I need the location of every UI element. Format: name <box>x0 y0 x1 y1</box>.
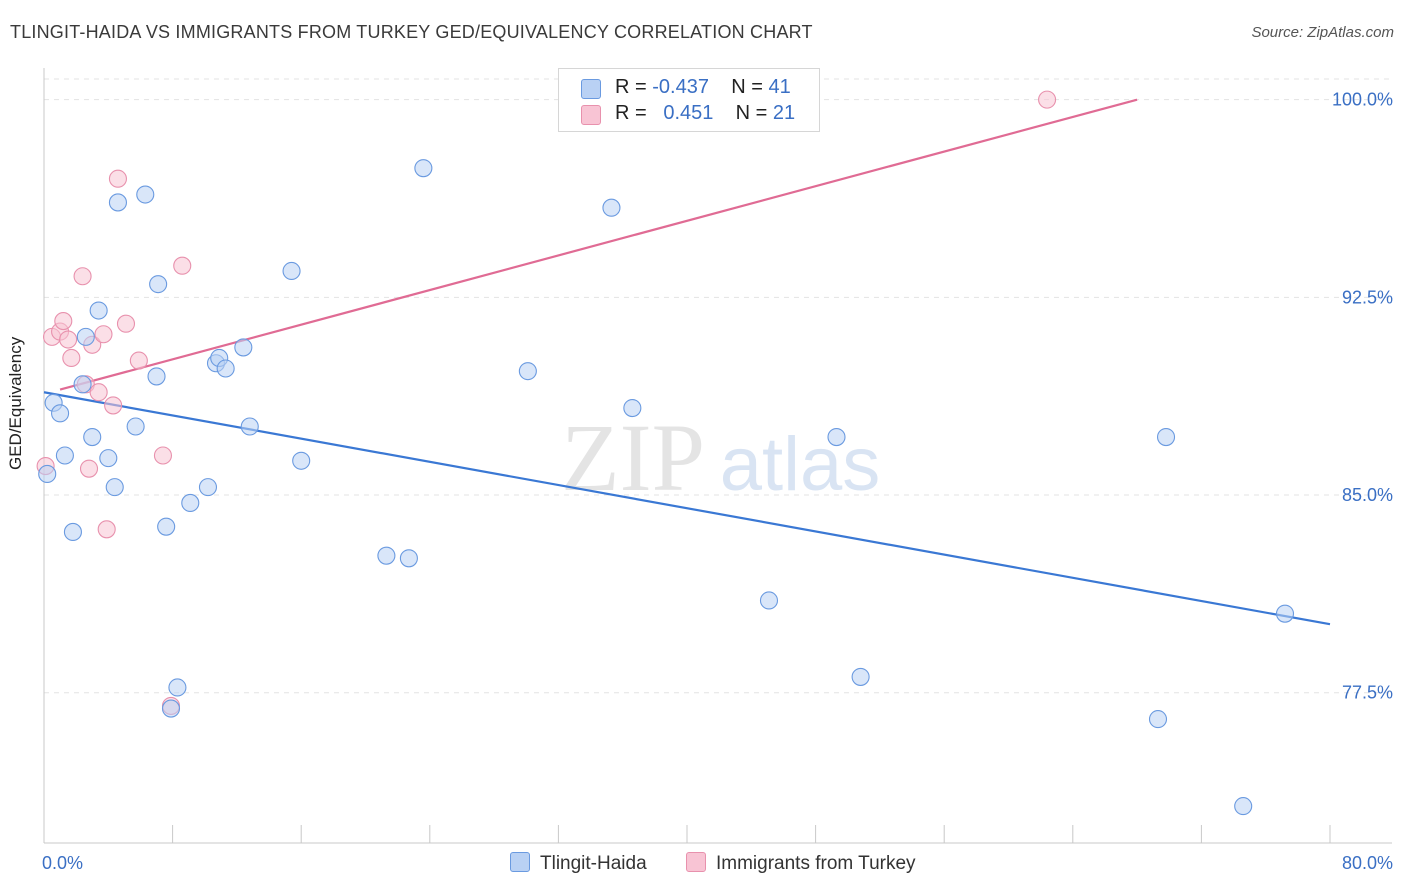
point-tlingit <box>851 667 870 686</box>
point-turkey <box>89 383 108 402</box>
point-tlingit <box>282 261 301 281</box>
point-tlingit <box>168 678 187 697</box>
point-tlingit <box>136 185 155 204</box>
legend-swatch-blue <box>581 79 601 99</box>
point-turkey <box>54 312 73 331</box>
point-tlingit <box>63 522 82 541</box>
point-turkey <box>129 351 148 370</box>
point-turkey <box>97 520 116 539</box>
legend-r-value: 0.451 <box>663 102 714 124</box>
point-turkey <box>94 325 113 344</box>
bottom-legend-swatch-pink <box>686 852 706 872</box>
legend-swatch-pink <box>581 105 601 125</box>
chart-title: TLINGIT-HAIDA VS IMMIGRANTS FROM TURKEY … <box>10 22 813 42</box>
watermark-atlas: atlas <box>720 422 881 507</box>
point-tlingit <box>1156 427 1176 447</box>
point-turkey <box>1038 90 1057 109</box>
point-turkey <box>116 314 136 333</box>
point-tlingit <box>108 193 127 212</box>
legend-n-label: N = <box>731 76 763 98</box>
point-tlingit <box>198 478 218 497</box>
point-tlingit <box>377 546 396 565</box>
point-tlingit <box>55 446 74 465</box>
point-tlingit <box>89 301 108 320</box>
point-tlingit <box>399 549 418 568</box>
y-tick-label: 77.5% <box>1342 683 1393 703</box>
point-turkey <box>73 267 92 286</box>
x-tick-label: 80.0% <box>1342 853 1393 873</box>
point-tlingit <box>149 275 168 294</box>
point-tlingit <box>83 427 102 447</box>
watermark-zip: ZIP <box>561 404 705 511</box>
series-name-turkey: Immigrants from Turkey <box>716 853 916 874</box>
point-tlingit <box>76 327 95 346</box>
point-tlingit <box>518 362 537 381</box>
trend-line-tlingit <box>43 391 1331 626</box>
point-tlingit <box>759 591 779 610</box>
legend-r-label: R = <box>615 76 647 98</box>
source-label: Source: ZipAtlas.com <box>1251 24 1394 41</box>
point-tlingit <box>99 449 118 468</box>
legend-n-label: N = <box>735 102 768 124</box>
point-turkey <box>108 169 127 188</box>
point-tlingit <box>234 338 253 357</box>
data-points <box>36 90 1295 816</box>
point-turkey <box>153 446 173 465</box>
point-tlingit <box>827 427 846 447</box>
point-turkey <box>59 330 78 349</box>
legend-r-value: -0.437 <box>652 76 709 98</box>
x-tick-label: 0.0% <box>42 853 83 873</box>
bottom-legend-turkey: Immigrants from Turkey <box>686 852 916 875</box>
bottom-legend-swatch-blue <box>510 852 530 872</box>
point-tlingit <box>216 359 235 378</box>
point-turkey <box>79 459 99 478</box>
trend-lines <box>43 98 1331 626</box>
legend-n-value: 41 <box>768 76 791 98</box>
point-tlingit <box>38 464 57 484</box>
point-tlingit <box>181 493 200 512</box>
point-tlingit <box>240 417 259 436</box>
point-tlingit <box>161 699 181 718</box>
point-tlingit <box>292 451 311 470</box>
trend-line-turkey <box>59 98 1138 391</box>
y-tick-label: 100.0% <box>1332 90 1393 110</box>
point-tlingit <box>73 375 92 394</box>
y-axis-label: GED/Equivalency <box>6 336 25 470</box>
axes <box>43 68 1392 844</box>
stats-legend: R = -0.437 N = 41 R = 0.451 N = 21 <box>558 68 820 132</box>
legend-n-value: 21 <box>772 102 796 124</box>
point-tlingit <box>1234 797 1253 816</box>
point-tlingit <box>414 159 433 178</box>
y-tick-labels: 77.5% 85.0% 92.5% 100.0% <box>1332 90 1393 703</box>
point-turkey <box>173 256 192 275</box>
point-tlingit <box>105 478 124 497</box>
point-tlingit <box>51 404 70 423</box>
point-turkey <box>62 348 81 368</box>
x-tick-labels: 0.0% 80.0% <box>42 853 1393 873</box>
point-tlingit <box>1275 604 1295 623</box>
point-tlingit <box>623 399 642 418</box>
bottom-legend-tlingit: Tlingit-Haida <box>510 852 647 875</box>
point-tlingit <box>147 367 166 386</box>
point-turkey <box>104 396 123 415</box>
watermark: ZIP atlas <box>561 404 880 511</box>
y-tick-label: 92.5% <box>1342 287 1393 307</box>
point-tlingit <box>1148 710 1168 729</box>
legend-r-label: R = <box>615 102 647 124</box>
series-name-tlingit: Tlingit-Haida <box>540 853 647 874</box>
grid-lines <box>44 78 1392 694</box>
y-tick-label: 85.0% <box>1342 485 1393 505</box>
point-tlingit <box>126 417 145 436</box>
point-tlingit <box>602 198 621 217</box>
point-tlingit <box>157 517 176 536</box>
